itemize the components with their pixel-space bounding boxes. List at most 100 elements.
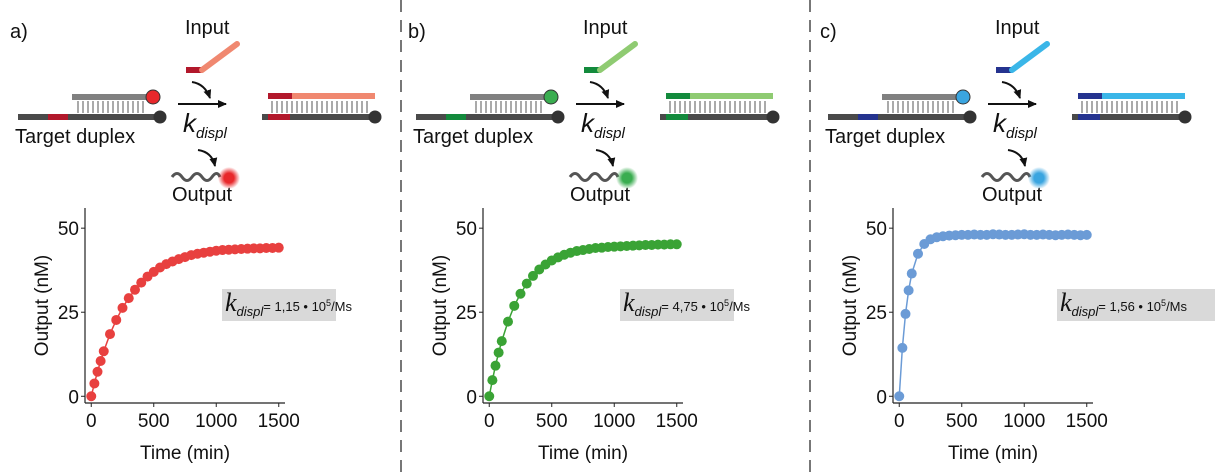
data-point [515, 288, 526, 299]
annotation-sub: displ [635, 304, 663, 319]
output-strand [568, 172, 620, 182]
data-point [95, 355, 106, 366]
x-axis-label: Time (min) [538, 443, 628, 464]
data-point [98, 346, 109, 357]
x-tick-label: 500 [138, 411, 170, 432]
panel-label: c) [820, 21, 837, 43]
x-tick-label: 0 [484, 411, 495, 432]
y-axis-label: Output (nM) [32, 255, 53, 356]
data-point [894, 391, 905, 402]
strand-end [963, 110, 977, 124]
x-tick-label: 1500 [258, 411, 300, 432]
annotation-text: = 4,75 • 10 [661, 299, 724, 314]
annotation-box [620, 289, 734, 321]
data-point [900, 308, 911, 319]
x-tick-label: 500 [536, 411, 568, 432]
annotation: kdispl= 1,56 • 105/Ms [1060, 288, 1188, 319]
y-tick-label: 25 [456, 303, 477, 324]
y-tick-label: 50 [866, 219, 887, 240]
annotation-sub: displ [237, 304, 265, 319]
data-point [509, 300, 520, 311]
data-point [130, 284, 140, 295]
annotation-sup: 5 [1161, 298, 1166, 308]
annotation-sup: 5 [724, 298, 729, 308]
input-label: Input [995, 17, 1040, 39]
y-tick-label: 0 [466, 387, 477, 408]
data-point [1081, 229, 1092, 240]
annotation-k: k [1060, 288, 1072, 317]
output-strand [170, 172, 222, 182]
y-tick-label: 50 [456, 219, 477, 240]
data-point [528, 270, 538, 281]
strand-end [766, 110, 780, 124]
annotation-unit: /Ms [729, 299, 750, 314]
panel-label: b) [408, 21, 426, 43]
data-point [89, 378, 100, 389]
annotation-k: k [225, 288, 237, 317]
data-point [92, 366, 103, 377]
data-point [117, 302, 128, 313]
input-label: Input [583, 17, 628, 39]
x-tick-label: 1000 [195, 411, 237, 432]
data-point [913, 248, 923, 259]
panel-label: a) [10, 21, 28, 43]
x-tick-label: 1500 [656, 411, 698, 432]
annotation: kdispl= 1,15 • 105/Ms [225, 288, 353, 319]
y-tick-label: 50 [58, 219, 79, 240]
curved-arrow [191, 81, 212, 99]
annotation-unit: /Ms [1166, 299, 1187, 314]
data-point [490, 360, 501, 371]
rate-k: k [183, 108, 198, 138]
data-point [671, 239, 682, 250]
annotation-box [1057, 289, 1215, 321]
x-tick-label: 500 [946, 411, 978, 432]
y-tick-label: 25 [58, 303, 79, 324]
fluorophore [955, 89, 971, 105]
curved-arrow [1007, 149, 1028, 167]
data-point [903, 285, 914, 296]
curved-arrow [1001, 81, 1022, 99]
y-axis-label: Output (nM) [840, 255, 861, 356]
input-label: Input [185, 17, 230, 39]
x-axis-label: Time (min) [948, 443, 1038, 464]
y-tick-label: 0 [68, 387, 79, 408]
x-tick-label: 1000 [593, 411, 635, 432]
output-glow [616, 167, 638, 189]
output-glow [218, 167, 240, 189]
data-point [105, 329, 115, 340]
rate-sub: displ [196, 125, 228, 142]
rate-label: kdispl [581, 108, 626, 142]
data-point [493, 347, 504, 358]
x-tick-label: 0 [894, 411, 905, 432]
rate-k: k [993, 108, 1008, 138]
data-point [86, 391, 97, 402]
annotation: kdispl= 4,75 • 105/Ms [623, 288, 751, 319]
data-point [496, 336, 507, 347]
output-label: Output [172, 184, 232, 206]
annotation-box [222, 289, 336, 321]
y-tick-label: 0 [876, 387, 887, 408]
rate-sub: displ [594, 125, 626, 142]
diagram: c) Input Target duplex Output kdispl [820, 17, 1192, 206]
x-tick-label: 1500 [1066, 411, 1108, 432]
target-label: Target duplex [825, 126, 945, 148]
input-strand [597, 41, 638, 73]
rate-label: kdispl [993, 108, 1038, 142]
rate-sub: displ [1006, 125, 1038, 142]
curved-arrow [589, 81, 610, 99]
data-point [123, 293, 134, 304]
strand-end [368, 110, 382, 124]
input-strand [1009, 41, 1050, 73]
rate-k: k [581, 108, 596, 138]
input-strand [199, 41, 240, 73]
output-glow [1028, 167, 1050, 189]
strand-end [153, 110, 167, 124]
data-point [484, 391, 495, 402]
data-point [906, 268, 917, 279]
target-label: Target duplex [413, 126, 533, 148]
x-tick-label: 1000 [1003, 411, 1045, 432]
target-label: Target duplex [15, 126, 135, 148]
rate-label: kdispl [183, 108, 228, 142]
annotation-text: = 1,56 • 10 [1098, 299, 1161, 314]
y-tick-label: 25 [866, 303, 887, 324]
